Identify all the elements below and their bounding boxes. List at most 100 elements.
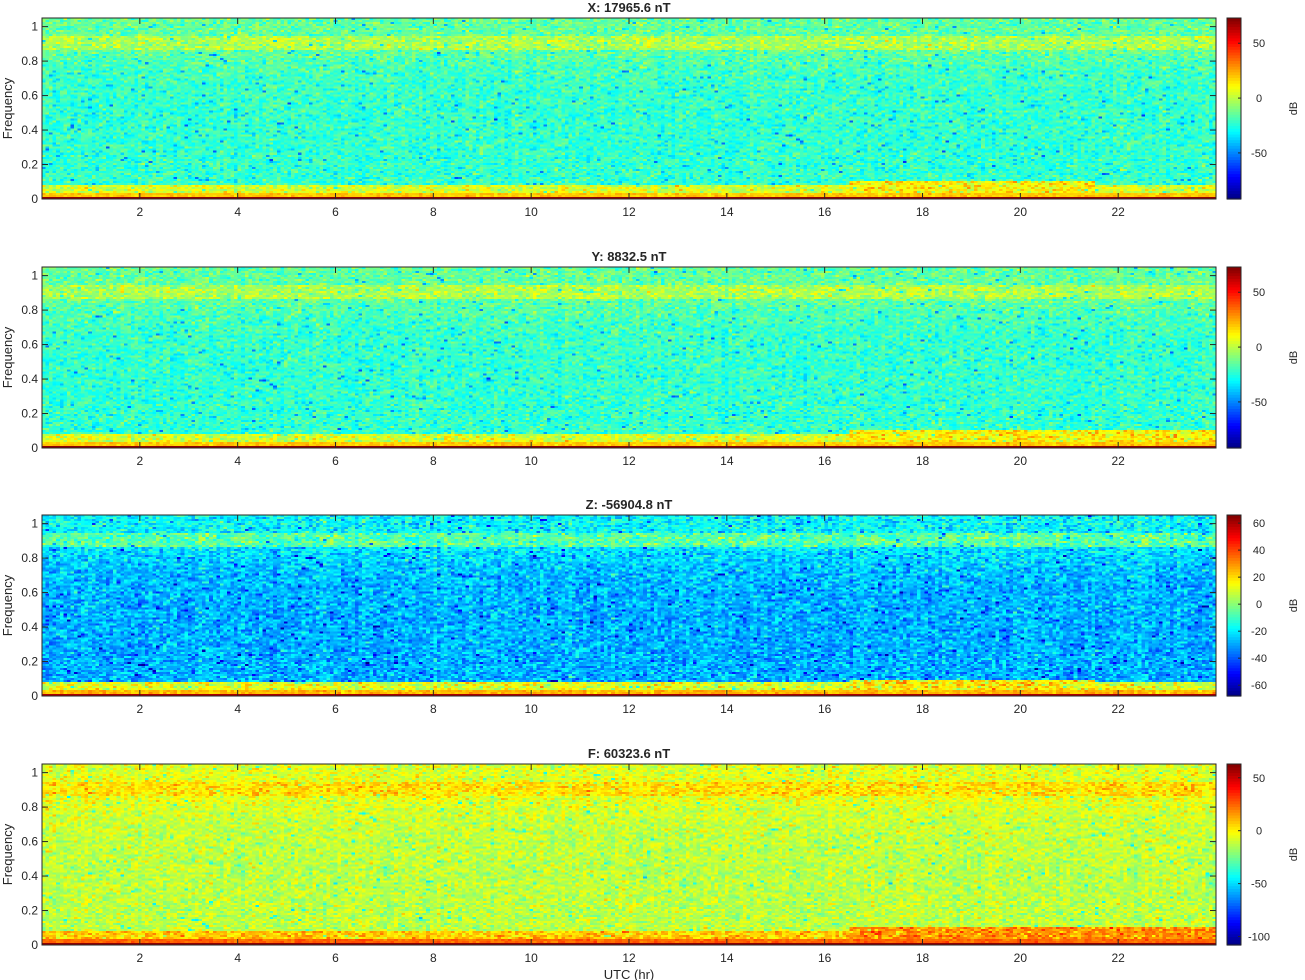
colorbar-segment — [1227, 775, 1241, 779]
colorbar-segment — [1227, 868, 1241, 873]
x-tick-label: 20 — [1014, 454, 1028, 468]
colorbar-segment — [1227, 40, 1241, 45]
colorbar-segment — [1227, 20, 1241, 25]
colorbar-segment — [1227, 83, 1241, 87]
colorbar-segment — [1227, 142, 1241, 146]
colorbar-segment — [1227, 526, 1241, 530]
colorbar-segment — [1227, 531, 1241, 536]
colorbar-segment — [1227, 346, 1241, 350]
colorbar-segment — [1227, 196, 1241, 200]
colorbar-segment — [1227, 162, 1241, 166]
colorbar-segment — [1227, 116, 1241, 121]
colorbar-segment — [1227, 865, 1241, 870]
colorbar-segment — [1227, 365, 1241, 370]
colorbar-tick-label: 0 — [1256, 599, 1262, 611]
colorbar-segment — [1227, 119, 1241, 124]
colorbar-segment — [1227, 51, 1241, 56]
colorbar-label: dB — [1288, 599, 1300, 612]
colorbar-segment — [1227, 551, 1241, 556]
y-tick-label: 0.4 — [21, 123, 38, 137]
colorbar-segment — [1227, 636, 1241, 641]
panel-title: X: 17965.6 nT — [587, 0, 670, 15]
colorbar-segment — [1227, 797, 1241, 802]
colorbar-segment — [1227, 647, 1241, 652]
colorbar-segment — [1227, 619, 1241, 624]
colorbar-segment — [1227, 840, 1241, 844]
colorbar-segment — [1227, 877, 1241, 881]
colorbar-segment — [1227, 809, 1241, 813]
colorbar-segment — [1227, 88, 1241, 93]
x-tick-label: 18 — [916, 205, 930, 219]
colorbar-segment — [1227, 916, 1241, 921]
colorbar-segment — [1227, 642, 1241, 646]
colorbar-segment — [1227, 885, 1241, 890]
colorbar: -50 0 50 dB — [1226, 266, 1300, 449]
colorbar-segment — [1227, 156, 1241, 161]
colorbar-segment — [1227, 360, 1241, 364]
panel-title: Z: -56904.8 nT — [586, 497, 673, 512]
colorbar-segment — [1227, 565, 1241, 570]
colorbar-segment — [1227, 133, 1241, 138]
colorbar-segment — [1227, 769, 1241, 774]
colorbar-segment — [1227, 148, 1241, 152]
colorbar-segment — [1227, 568, 1241, 573]
colorbar-segment — [1227, 939, 1241, 943]
x-tick-label: 20 — [1014, 951, 1028, 965]
colorbar-tick-label: -50 — [1251, 397, 1267, 409]
colorbar-segment — [1227, 902, 1241, 907]
colorbar-segment — [1227, 43, 1241, 47]
colorbar-segment — [1227, 667, 1241, 672]
colorbar-segment — [1227, 650, 1241, 655]
colorbar-segment — [1227, 182, 1241, 186]
x-tick-label: 22 — [1111, 205, 1125, 219]
colorbar-segment — [1227, 74, 1241, 78]
y-tick-label: 0.2 — [21, 904, 38, 918]
colorbar-segment — [1227, 860, 1241, 864]
colorbar-segment — [1227, 179, 1241, 183]
colorbar-segment — [1227, 63, 1241, 67]
colorbar-segment — [1227, 349, 1241, 353]
colorbar-segment — [1227, 888, 1241, 892]
colorbar-segment — [1227, 653, 1241, 658]
colorbar-segment — [1227, 783, 1241, 788]
colorbar-tick-label: 50 — [1253, 287, 1265, 299]
colorbar-segment — [1227, 167, 1241, 172]
colorbar-segment — [1227, 422, 1241, 426]
colorbar-segment — [1227, 71, 1241, 76]
y-tick-label: 1 — [31, 517, 38, 531]
colorbar-segment — [1227, 159, 1241, 163]
colorbar-segment — [1227, 165, 1241, 169]
x-tick-label: 14 — [720, 702, 734, 716]
colorbar-segment — [1227, 930, 1241, 935]
colorbar-segment — [1227, 826, 1241, 830]
colorbar-segment — [1227, 18, 1241, 22]
colorbar-segment — [1227, 431, 1241, 435]
colorbar-segment — [1227, 402, 1241, 407]
y-tick-label: 0 — [31, 441, 38, 455]
colorbar-segment — [1227, 405, 1241, 410]
x-tick-label: 2 — [136, 454, 143, 468]
colorbar-frame — [1226, 514, 1242, 697]
colorbar-segment — [1227, 772, 1241, 776]
colorbar-segment — [1227, 272, 1241, 277]
colorbar-segment — [1227, 184, 1241, 189]
colorbar-segment — [1227, 170, 1241, 175]
y-tick-label: 0.8 — [21, 303, 38, 317]
colorbar-segment — [1227, 300, 1241, 305]
colorbar-segment — [1227, 588, 1241, 592]
colorbar-segment — [1227, 411, 1241, 415]
colorbar-segment — [1227, 563, 1241, 567]
colorbar-segment — [1227, 834, 1241, 839]
x-tick-label: 14 — [720, 951, 734, 965]
x-tick-label: 6 — [332, 702, 339, 716]
colorbar-segment — [1227, 193, 1241, 197]
spectrogram-image — [42, 267, 1216, 448]
colorbar-segment — [1227, 29, 1241, 33]
colorbar-segment — [1227, 315, 1241, 319]
colorbar-segment — [1227, 630, 1241, 635]
colorbar-segment — [1227, 332, 1241, 336]
colorbar-segment — [1227, 145, 1241, 149]
colorbar-segment — [1227, 520, 1241, 525]
y-tick-label: 1 — [31, 269, 38, 283]
colorbar-segment — [1227, 85, 1241, 90]
